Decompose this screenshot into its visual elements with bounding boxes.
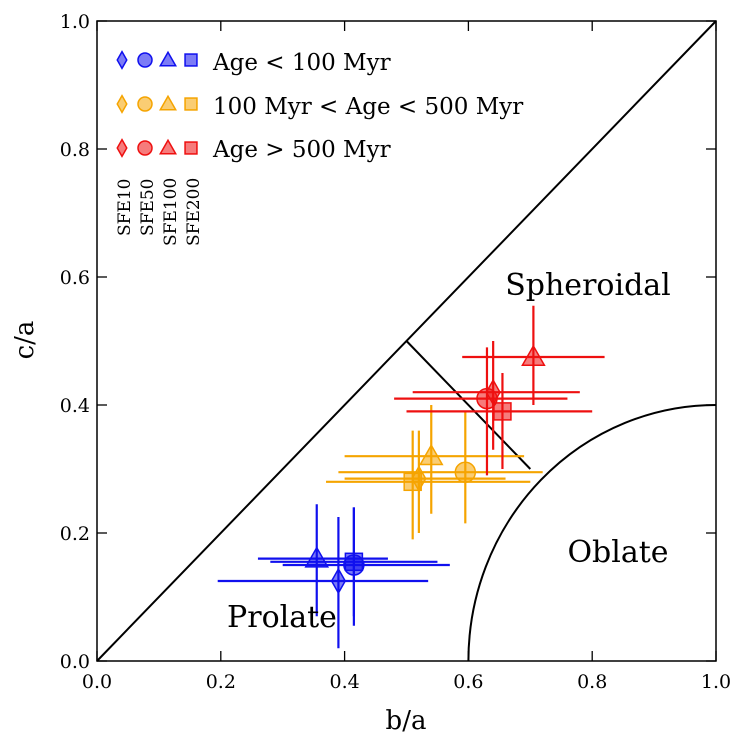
axis-ticks: 0.0 0.2 0.4 0.6 0.8 1.0 0.0 0.2 0.4 0.6 0.8 1.0 — [60, 11, 731, 693]
y-tick-label: 0.4 — [60, 395, 90, 417]
legend-marker — [159, 50, 177, 67]
data-point-group — [217, 517, 429, 649]
data-point-group — [406, 373, 593, 469]
oblate-boundary-arc — [467, 404, 717, 662]
x-tick-label: 0.2 — [206, 671, 236, 693]
y-tick-label: 1.0 — [60, 11, 90, 33]
x-tick-label: 0.8 — [577, 671, 607, 693]
legend-sfe10-label: SFE10 — [115, 179, 135, 236]
data-point-marker — [304, 546, 330, 568]
data-point-group — [344, 405, 525, 514]
legend-marker — [116, 94, 128, 114]
data-points — [217, 305, 605, 649]
legend-sfe200-label: SFE200 — [184, 178, 204, 246]
legend-sfe100-label: SFE100 — [161, 178, 181, 246]
legend-symbols — [116, 50, 198, 158]
data-point-marker — [454, 461, 477, 483]
data-point-marker — [344, 552, 364, 572]
spheroidal-label: Spheroidal — [505, 268, 671, 303]
data-point-marker — [403, 472, 422, 492]
region-boundaries — [96, 20, 717, 662]
data-point-marker — [418, 443, 444, 466]
legend-label-young: Age < 100 Myr — [212, 50, 391, 76]
data-point-group — [270, 507, 438, 617]
y-tick-label: 0.2 — [60, 523, 90, 545]
legend-label-intermediate: 100 Myr < Age < 500 Myr — [213, 94, 523, 120]
legend-marker — [137, 140, 153, 156]
legend-marker — [116, 138, 128, 158]
data-point-marker — [476, 387, 498, 410]
legend-marker — [184, 53, 198, 67]
data-point-group — [326, 430, 531, 540]
legend-marker — [184, 97, 198, 111]
x-tick-label: 0.4 — [329, 671, 359, 693]
y-tick-label: 0.8 — [60, 139, 90, 161]
data-point-group — [462, 305, 605, 405]
legend-marker — [137, 52, 153, 68]
legend-marker — [159, 94, 177, 111]
data-point-group — [338, 411, 543, 524]
legend-marker — [137, 96, 153, 112]
legend-sfe50-label: SFE50 — [138, 179, 158, 236]
legend-label-old: Age > 500 Myr — [212, 137, 391, 163]
spheroidal-boundary-line — [405, 340, 532, 470]
prolate-label: Prolate — [227, 600, 337, 635]
data-point-marker — [521, 344, 546, 366]
x-tick-label: 1.0 — [701, 671, 731, 693]
y-tick-label: 0.0 — [60, 651, 90, 673]
legend-marker — [184, 141, 198, 155]
legend-marker — [159, 138, 177, 155]
data-point-marker — [493, 402, 512, 421]
y-tick-label: 0.6 — [60, 267, 90, 289]
x-tick-label: 0.6 — [453, 671, 483, 693]
y-axis-label: c/a — [10, 321, 40, 360]
data-point-marker — [330, 567, 347, 595]
x-tick-label: 0.0 — [82, 671, 112, 693]
plot-frame — [96, 20, 717, 662]
oblate-label: Oblate — [567, 535, 668, 570]
legend-marker — [116, 50, 128, 70]
x-axis-label: b/a — [386, 706, 427, 736]
legend: Age < 100 Myr 100 Myr < Age < 500 Myr Ag… — [115, 50, 523, 246]
